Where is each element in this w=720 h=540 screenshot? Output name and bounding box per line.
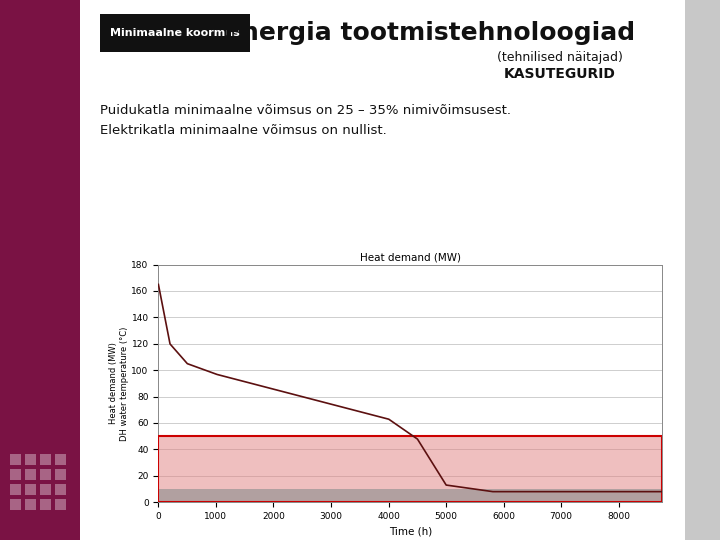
Title: Heat demand (MW): Heat demand (MW) [360, 252, 461, 262]
Bar [158, 436, 662, 502]
Bar [55, 454, 66, 465]
Bar [100, 14, 250, 52]
Bar [0, 0, 80, 540]
Bar [25, 454, 36, 465]
Bar [40, 499, 51, 510]
Bar [55, 484, 66, 495]
Y-axis label: Heat demand (MW)
DH water temperature (°C): Heat demand (MW) DH water temperature (°… [109, 326, 129, 441]
Text: Elektrikatla minimaalne võimsus on nullist.: Elektrikatla minimaalne võimsus on nulli… [100, 124, 387, 137]
Bar [40, 469, 51, 480]
Bar [40, 454, 51, 465]
Text: KASUTEGURID: KASUTEGURID [504, 67, 616, 81]
Bar [55, 499, 66, 510]
Bar [10, 469, 21, 480]
X-axis label: Time (h): Time (h) [389, 526, 432, 536]
Bar [25, 484, 36, 495]
Text: Minimaalne koormus: Minimaalne koormus [110, 28, 240, 38]
Bar [80, 0, 720, 540]
Bar [40, 484, 51, 495]
Bar [685, 0, 720, 540]
Bar [25, 469, 36, 480]
Bar [10, 484, 21, 495]
Text: (tehnilised näitajad): (tehnilised näitajad) [497, 51, 623, 64]
Bar [25, 499, 36, 510]
Bar [10, 454, 21, 465]
Bar [158, 436, 662, 502]
Text: Puidukatla minimaalne võimsus on 25 – 35% nimivõimsusest.: Puidukatla minimaalne võimsus on 25 – 35… [100, 104, 511, 117]
Bar [55, 469, 66, 480]
Bar [10, 499, 21, 510]
Text: Energia tootmistehnoloogiad: Energia tootmistehnoloogiad [225, 21, 636, 45]
Bar [158, 489, 662, 502]
